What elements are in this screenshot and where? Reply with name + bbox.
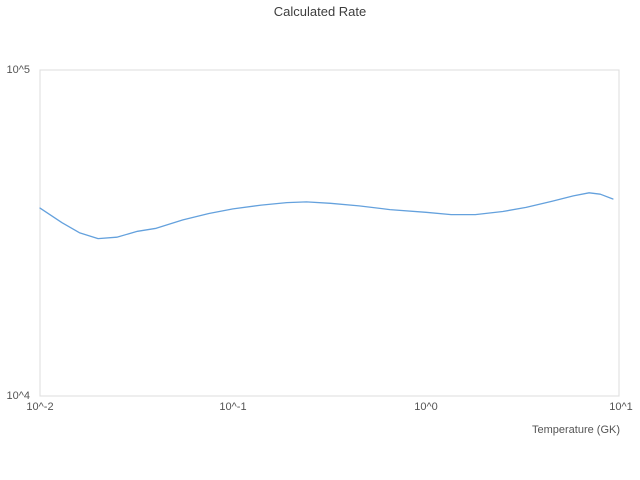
x-tick-label-1e1: 10^1 — [609, 401, 633, 413]
rate-line — [39, 192, 614, 240]
x-tick-label-1e-2: 10^-2 — [26, 401, 54, 413]
x-tick-label-1e-1: 10^-1 — [219, 401, 247, 413]
chart-title: Calculated Rate — [273, 4, 367, 19]
y-tick-label-1e4: 10^4 — [6, 390, 30, 402]
y-tick-label-1e5: 10^5 — [6, 64, 30, 76]
x-tick-label-1e0: 10^0 — [414, 401, 438, 413]
plot-frame — [39, 69, 620, 397]
x-axis-label: Temperature (GK) — [531, 424, 620, 436]
